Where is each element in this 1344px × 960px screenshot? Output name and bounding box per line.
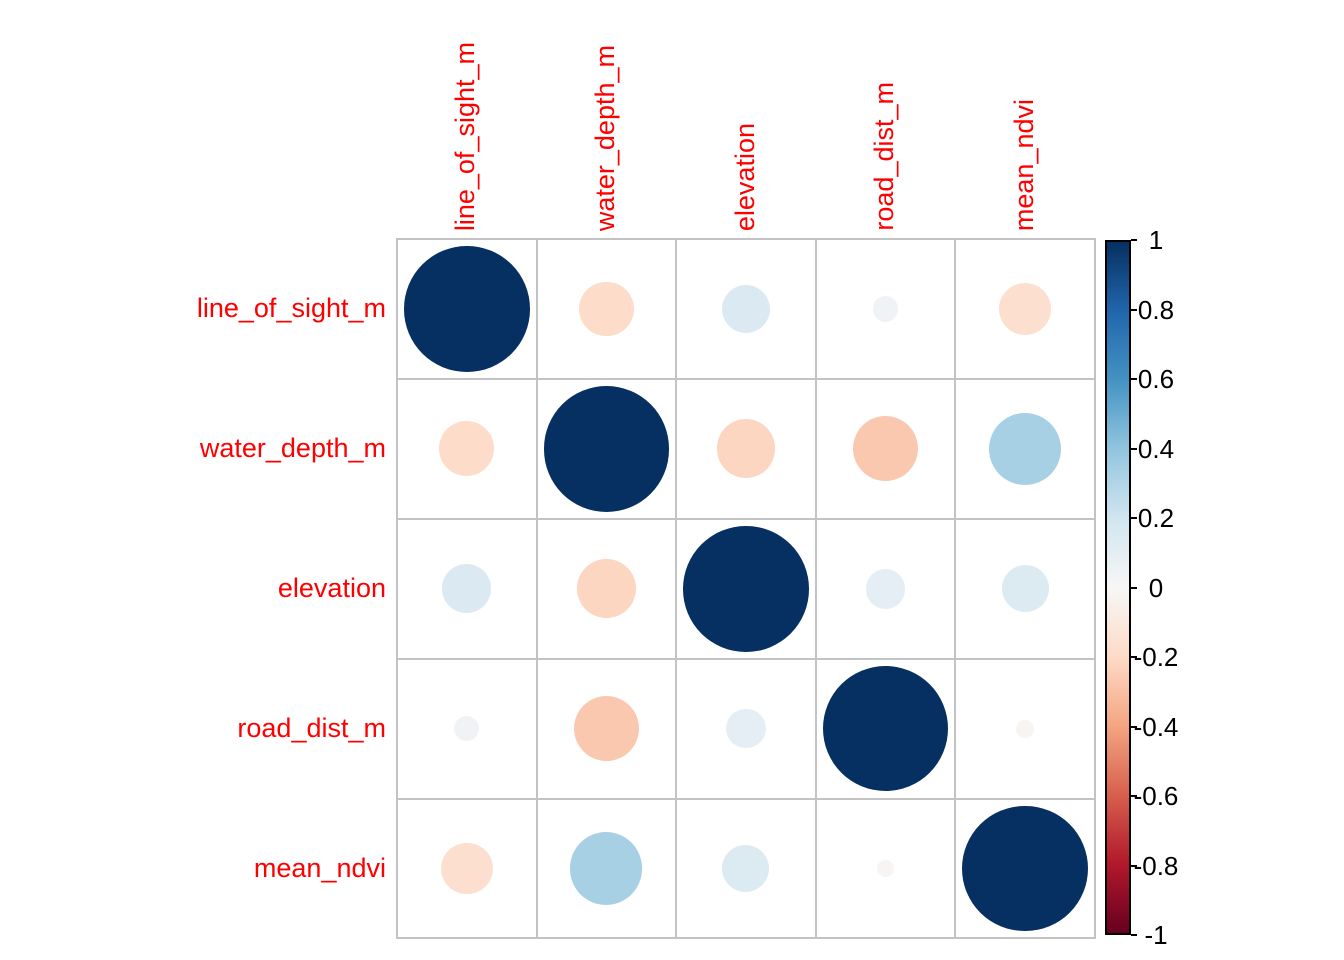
corr-circle bbox=[1016, 719, 1035, 738]
corr-circle bbox=[989, 412, 1062, 485]
corr-circle bbox=[876, 859, 895, 878]
column-label-box: line_of_sight_m bbox=[449, 0, 483, 231]
column-label-box: elevation bbox=[728, 0, 762, 231]
corr-cell-mean_ndvi-water_depth_m bbox=[536, 798, 677, 939]
corr-circle bbox=[1001, 565, 1049, 613]
corr-cell-water_depth_m-road_dist_m bbox=[815, 378, 956, 519]
colorbar-tick-label--1: -1 bbox=[1144, 920, 1168, 950]
corr-circle bbox=[442, 564, 492, 614]
column-label-elevation: elevation bbox=[729, 122, 760, 231]
colorbar-tick bbox=[1131, 378, 1137, 380]
colorbar-tick-label-0: 0 bbox=[1148, 572, 1164, 603]
colorbar-tick-label-0.8: 0.8 bbox=[1137, 294, 1175, 325]
corr-cell-mean_ndvi-line_of_sight_m bbox=[397, 798, 537, 939]
colorbar-tick bbox=[1131, 725, 1137, 728]
corr-circle bbox=[852, 416, 919, 482]
corr-circle bbox=[440, 842, 493, 895]
corr-circle bbox=[865, 568, 906, 609]
corr-circle bbox=[570, 832, 643, 905]
column-label-water_depth_m: water_depth_m bbox=[589, 44, 620, 231]
corr-cell-elevation-road_dist_m bbox=[815, 518, 956, 659]
corr-cell-line_of_sight_m-mean_ndvi bbox=[955, 239, 1095, 379]
corr-cell-mean_ndvi-mean_ndvi bbox=[955, 798, 1095, 939]
colorbar-tick-label--0.6: -0.6 bbox=[1133, 781, 1179, 811]
corr-circle bbox=[543, 386, 670, 512]
corr-circle bbox=[683, 525, 809, 652]
corr-cell-road_dist_m-road_dist_m bbox=[815, 658, 956, 799]
corr-circle bbox=[873, 296, 899, 322]
corr-circle bbox=[722, 845, 770, 893]
colorbar-tick bbox=[1131, 934, 1137, 936]
colorbar-tick-label--0.2: -0.2 bbox=[1133, 642, 1179, 672]
corr-cell-water_depth_m-line_of_sight_m bbox=[397, 378, 537, 519]
colorbar-tick-label--0.4: -0.4 bbox=[1133, 711, 1179, 742]
correlation-grid bbox=[396, 238, 1096, 939]
colorbar-tick bbox=[1131, 864, 1137, 867]
corr-cell-elevation-water_depth_m bbox=[536, 518, 677, 659]
column-label-box: mean_ndvi bbox=[1007, 0, 1041, 231]
column-label-box: water_depth_m bbox=[588, 0, 622, 231]
column-label-road_dist_m: road_dist_m bbox=[869, 82, 900, 231]
corr-cell-line_of_sight_m-road_dist_m bbox=[815, 239, 956, 379]
corr-circle bbox=[579, 281, 634, 337]
corr-cell-mean_ndvi-road_dist_m bbox=[815, 798, 956, 939]
corr-cell-elevation-line_of_sight_m bbox=[397, 518, 537, 659]
corr-cell-mean_ndvi-elevation bbox=[676, 798, 816, 939]
corr-circle bbox=[822, 665, 949, 792]
colorbar-tick bbox=[1131, 517, 1137, 519]
column-label-mean_ndvi: mean_ndvi bbox=[1008, 98, 1039, 231]
corr-circle bbox=[403, 246, 530, 372]
corr-circle bbox=[999, 283, 1052, 335]
corr-cell-line_of_sight_m-water_depth_m bbox=[536, 239, 677, 379]
corr-circle bbox=[721, 284, 771, 334]
colorbar-gradient bbox=[1105, 240, 1131, 935]
corr-circle bbox=[726, 708, 766, 749]
corr-cell-road_dist_m-elevation bbox=[676, 658, 816, 799]
colorbar-tick bbox=[1131, 586, 1137, 589]
colorbar-tick bbox=[1131, 239, 1137, 241]
corr-circle bbox=[962, 805, 1088, 932]
corr-circle bbox=[454, 716, 480, 742]
colorbar-tick-label-0.2: 0.2 bbox=[1137, 503, 1175, 533]
row-label-mean_ndvi: mean_ndvi bbox=[253, 852, 386, 883]
corr-cell-water_depth_m-water_depth_m bbox=[536, 378, 677, 519]
corr-circle bbox=[439, 421, 495, 477]
corr-cell-water_depth_m-mean_ndvi bbox=[955, 378, 1095, 519]
corr-cell-road_dist_m-line_of_sight_m bbox=[397, 658, 537, 799]
colorbar-tick bbox=[1131, 308, 1137, 311]
corr-cell-line_of_sight_m-line_of_sight_m bbox=[397, 239, 537, 379]
column-label-line_of_sight_m: line_of_sight_m bbox=[450, 41, 481, 231]
colorbar-tick bbox=[1131, 795, 1137, 797]
corr-cell-line_of_sight_m-elevation bbox=[676, 239, 816, 379]
corr-circle bbox=[716, 419, 776, 479]
colorbar-tick-label-0.4: 0.4 bbox=[1137, 433, 1175, 464]
colorbar-tick-label--0.8: -0.8 bbox=[1133, 850, 1179, 881]
row-label-elevation: elevation bbox=[277, 572, 386, 603]
corr-cell-elevation-elevation bbox=[676, 518, 816, 659]
corr-cell-road_dist_m-mean_ndvi bbox=[955, 658, 1095, 799]
colorbar-tick bbox=[1131, 656, 1137, 658]
colorbar-tick bbox=[1131, 447, 1137, 450]
row-label-water_depth_m: water_depth_m bbox=[199, 432, 386, 463]
corr-cell-elevation-mean_ndvi bbox=[955, 518, 1095, 659]
corr-circle bbox=[576, 559, 636, 619]
colorbar-tick-label-0.6: 0.6 bbox=[1137, 364, 1175, 394]
column-label-box: road_dist_m bbox=[868, 0, 902, 231]
corr-cell-road_dist_m-water_depth_m bbox=[536, 658, 677, 799]
row-label-line_of_sight_m: line_of_sight_m bbox=[196, 292, 386, 323]
row-label-road_dist_m: road_dist_m bbox=[237, 712, 386, 743]
corr-circle bbox=[573, 695, 640, 762]
corr-cell-water_depth_m-elevation bbox=[676, 378, 816, 519]
colorbar-tick-label-1: 1 bbox=[1148, 225, 1164, 255]
